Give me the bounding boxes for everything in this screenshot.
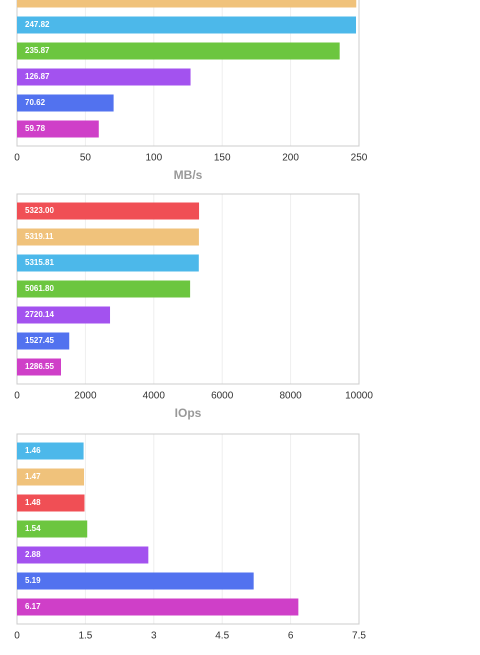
value-label: 5315.81 xyxy=(25,258,54,267)
value-label: 5061.80 xyxy=(25,284,54,293)
bar xyxy=(17,598,299,616)
value-label: 2720.14 xyxy=(25,310,54,319)
x-tick-label: 100 xyxy=(145,153,162,164)
x-tick-label: 4.5 xyxy=(215,631,229,642)
bar xyxy=(17,520,88,538)
x-tick-label: 0 xyxy=(14,631,20,642)
bar xyxy=(17,442,84,460)
value-label: 235.87 xyxy=(25,46,50,55)
value-label: 59.78 xyxy=(25,124,46,133)
bar xyxy=(17,332,70,350)
x-tick-label: 150 xyxy=(214,153,231,164)
x-tick-label: 10000 xyxy=(345,391,373,402)
value-label: 5.19 xyxy=(25,576,41,585)
plot-frame xyxy=(16,0,360,147)
value-label: 1.46 xyxy=(25,446,41,455)
x-tick-label: 2000 xyxy=(74,391,97,402)
bar xyxy=(17,254,199,272)
value-label: 1.47 xyxy=(25,472,41,481)
value-label: 1527.45 xyxy=(25,336,54,345)
bar xyxy=(17,358,62,376)
value-label: 6.17 xyxy=(25,602,41,611)
bar xyxy=(17,68,191,86)
x-tick-label: 7.5 xyxy=(352,631,366,642)
x-tick-label: 1.5 xyxy=(78,631,92,642)
value-label: 5323.00 xyxy=(25,206,54,215)
x-tick-label: 200 xyxy=(282,153,299,164)
bar xyxy=(17,228,199,246)
bar xyxy=(17,546,149,564)
x-tick-label: 8000 xyxy=(279,391,302,402)
x-tick-label: 250 xyxy=(351,153,368,164)
x-tick-label: 4000 xyxy=(143,391,166,402)
value-label: 247.82 xyxy=(25,20,50,29)
bar xyxy=(17,42,340,60)
x-tick-label: 6000 xyxy=(211,391,234,402)
bar xyxy=(17,202,200,220)
bar xyxy=(17,572,254,590)
value-label: 5319.11 xyxy=(25,232,54,241)
bar xyxy=(17,306,111,324)
value-label: 70.62 xyxy=(25,98,46,107)
x-tick-label: 0 xyxy=(14,153,20,164)
bar xyxy=(17,280,191,298)
x-axis-title: MB/s xyxy=(174,168,203,182)
value-label: 1286.55 xyxy=(25,362,54,371)
bar xyxy=(17,120,99,138)
bar xyxy=(17,0,357,8)
x-tick-label: 6 xyxy=(288,631,294,642)
value-label: 1.48 xyxy=(25,498,41,507)
value-label: 126.87 xyxy=(25,72,50,81)
bar xyxy=(17,16,357,34)
bar xyxy=(17,494,85,512)
bar xyxy=(17,94,114,112)
x-tick-label: 3 xyxy=(151,631,157,642)
value-label: 2.88 xyxy=(25,550,41,559)
x-axis-title: IOps xyxy=(175,406,202,420)
value-label: 1.54 xyxy=(25,524,41,533)
bar xyxy=(17,468,85,486)
x-tick-label: 0 xyxy=(14,391,20,402)
x-tick-label: 50 xyxy=(80,153,92,164)
